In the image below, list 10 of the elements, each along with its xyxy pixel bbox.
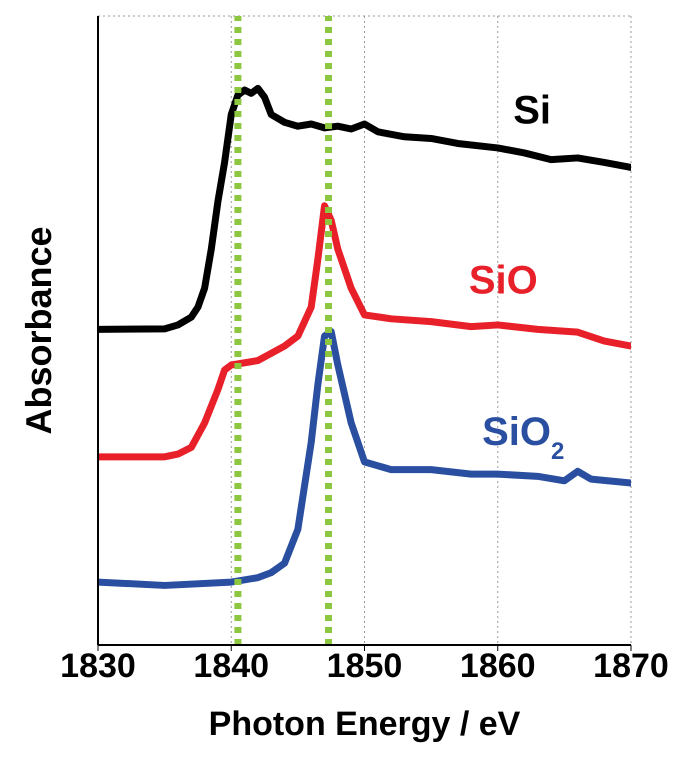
- y-axis-title: Absorbance: [18, 226, 59, 435]
- x-tick-label: 1840: [193, 647, 270, 686]
- x-tick-label: 1850: [326, 647, 402, 686]
- x-axis-title: Photon Energy / eV: [208, 705, 521, 743]
- series-label: SiO$_{2}$: [482, 410, 564, 464]
- series-label: Si: [513, 88, 552, 133]
- x-tick-label: 1870: [593, 647, 669, 686]
- x-tick-label: 1860: [460, 647, 536, 686]
- x-tick-label: 1830: [60, 647, 136, 686]
- series-label: SiO: [468, 258, 538, 302]
